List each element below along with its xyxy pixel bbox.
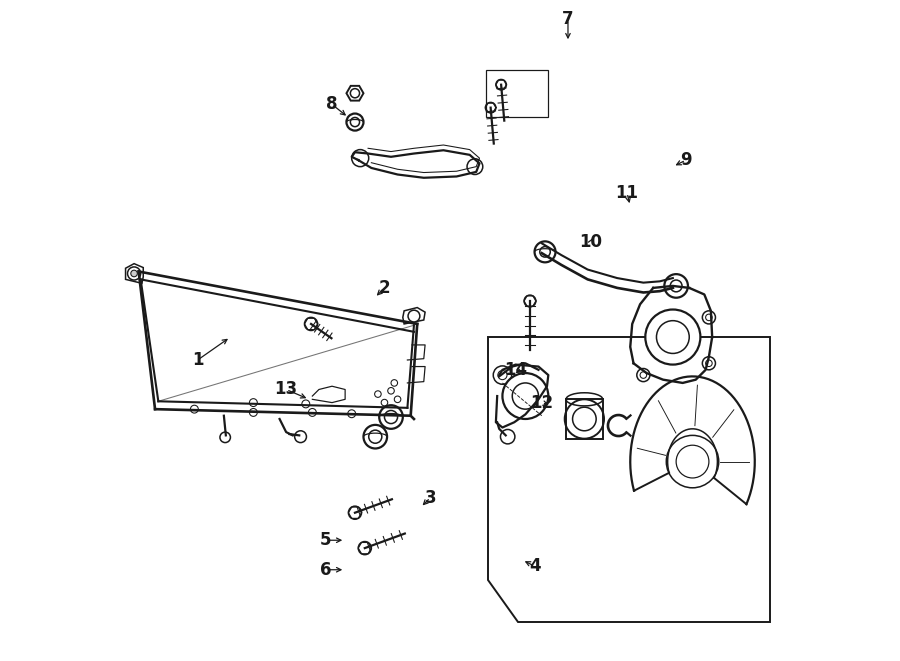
Circle shape xyxy=(191,405,198,413)
Circle shape xyxy=(249,399,257,407)
Text: 12: 12 xyxy=(530,393,554,412)
Polygon shape xyxy=(346,86,364,100)
Circle shape xyxy=(702,311,716,324)
Circle shape xyxy=(384,410,398,424)
Circle shape xyxy=(637,369,650,381)
Text: 9: 9 xyxy=(680,151,692,169)
Text: 6: 6 xyxy=(320,561,331,579)
Text: 7: 7 xyxy=(562,10,574,28)
Circle shape xyxy=(524,295,536,307)
Circle shape xyxy=(512,383,538,409)
Circle shape xyxy=(498,370,507,379)
Circle shape xyxy=(379,405,403,429)
Circle shape xyxy=(347,410,356,418)
Circle shape xyxy=(388,387,394,394)
Circle shape xyxy=(656,321,689,354)
Text: 8: 8 xyxy=(327,95,338,114)
Circle shape xyxy=(304,317,318,330)
Circle shape xyxy=(645,309,700,365)
Polygon shape xyxy=(403,307,425,324)
Circle shape xyxy=(540,247,550,257)
Circle shape xyxy=(302,400,310,408)
Circle shape xyxy=(640,371,646,378)
Circle shape xyxy=(535,241,555,262)
Circle shape xyxy=(670,280,682,292)
Circle shape xyxy=(408,310,419,322)
Circle shape xyxy=(485,102,496,113)
Circle shape xyxy=(394,396,400,403)
Circle shape xyxy=(220,432,230,443)
Text: 5: 5 xyxy=(320,531,331,549)
Circle shape xyxy=(500,430,515,444)
Text: 10: 10 xyxy=(580,233,602,251)
Circle shape xyxy=(369,430,382,444)
Circle shape xyxy=(350,118,359,127)
Circle shape xyxy=(309,408,316,416)
Circle shape xyxy=(666,436,719,488)
Circle shape xyxy=(249,408,257,416)
Circle shape xyxy=(382,399,388,406)
Circle shape xyxy=(358,541,372,555)
Circle shape xyxy=(493,366,511,384)
Circle shape xyxy=(706,314,712,321)
Circle shape xyxy=(706,360,712,367)
Circle shape xyxy=(294,431,307,443)
Bar xyxy=(486,70,548,118)
Circle shape xyxy=(502,373,548,419)
Text: 3: 3 xyxy=(425,488,436,506)
Text: 11: 11 xyxy=(616,184,638,202)
Text: 14: 14 xyxy=(504,361,527,379)
Text: 13: 13 xyxy=(274,381,298,399)
Circle shape xyxy=(346,114,364,131)
Text: 2: 2 xyxy=(379,279,391,297)
Circle shape xyxy=(676,446,709,478)
Circle shape xyxy=(352,149,369,167)
Circle shape xyxy=(391,379,398,386)
Circle shape xyxy=(664,274,688,297)
Circle shape xyxy=(467,159,482,175)
Circle shape xyxy=(496,79,507,90)
Circle shape xyxy=(130,270,138,277)
Circle shape xyxy=(348,506,362,520)
Circle shape xyxy=(128,267,140,280)
Polygon shape xyxy=(566,399,603,439)
Circle shape xyxy=(702,357,716,369)
Text: 1: 1 xyxy=(192,351,203,369)
Polygon shape xyxy=(126,264,143,284)
Circle shape xyxy=(364,425,387,448)
Polygon shape xyxy=(488,337,770,622)
Circle shape xyxy=(374,391,382,397)
Circle shape xyxy=(350,89,359,98)
Text: 4: 4 xyxy=(529,557,541,576)
